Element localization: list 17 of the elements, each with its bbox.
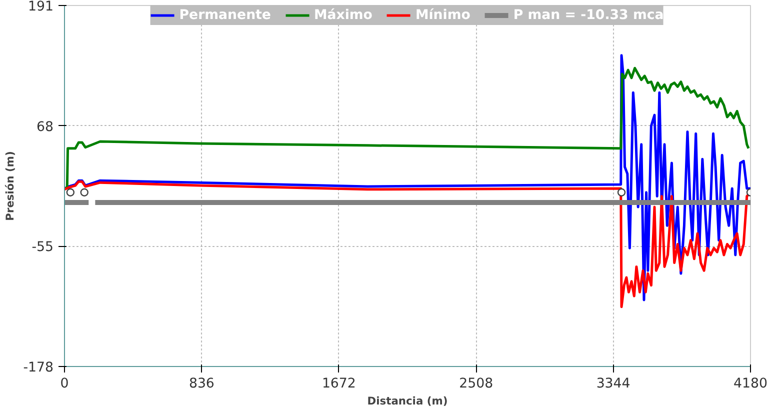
line-series (64, 180, 750, 308)
legend-label: P man = -10.33 mca (513, 8, 664, 22)
y-axis-title: Presión (m) (3, 151, 16, 221)
y-tick-label: 68 (36, 120, 54, 135)
x-tick-label: 2508 (459, 376, 494, 392)
legend-label: Mínimo (415, 8, 470, 22)
y-tick-label: -55 (32, 240, 54, 256)
x-tick-label: 4180 (734, 376, 768, 392)
x-tick-label: 3344 (596, 376, 630, 392)
legend-label: Máximo (314, 8, 372, 22)
x-tick-label: 1672 (322, 376, 356, 392)
x-tick-label: 836 (188, 376, 214, 392)
x-axis-title: Distancia (m) (367, 394, 448, 408)
x-tick-label: 0 (60, 376, 69, 392)
y-tick-label: 191 (28, 0, 54, 14)
legend-label: Permanente (179, 8, 271, 22)
y-tick-label: -178 (23, 360, 54, 376)
